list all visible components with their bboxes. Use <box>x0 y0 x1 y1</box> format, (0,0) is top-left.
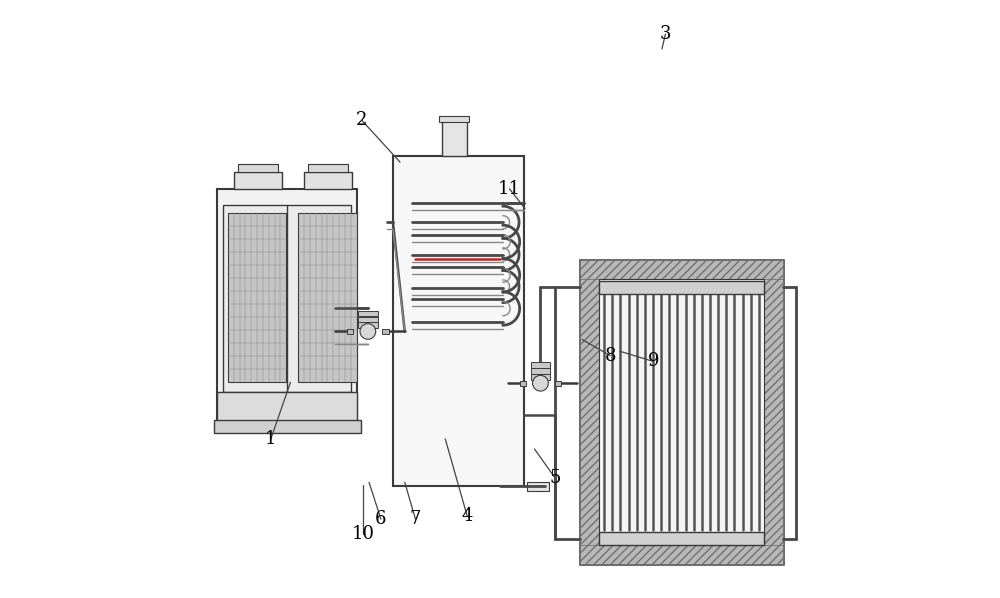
Bar <box>217 392 357 421</box>
Bar <box>580 279 599 545</box>
Text: 8: 8 <box>604 347 616 365</box>
Bar <box>304 172 352 189</box>
Text: 4: 4 <box>462 507 473 525</box>
Bar <box>347 329 353 334</box>
Bar <box>520 381 526 386</box>
Bar <box>442 120 467 156</box>
Bar <box>234 172 282 189</box>
Text: 9: 9 <box>648 352 659 371</box>
Text: 11: 11 <box>498 180 521 198</box>
Text: 5: 5 <box>549 469 560 487</box>
Bar <box>228 213 286 382</box>
Bar <box>527 482 549 491</box>
Bar <box>238 164 278 172</box>
Bar <box>599 281 764 294</box>
Text: 10: 10 <box>352 525 375 543</box>
Circle shape <box>360 324 376 339</box>
Bar <box>599 279 764 545</box>
Text: 6: 6 <box>375 510 387 528</box>
Bar <box>531 374 550 380</box>
Bar <box>308 164 348 172</box>
Bar <box>439 115 469 121</box>
Bar <box>214 420 361 433</box>
Bar <box>531 368 550 374</box>
Text: 1: 1 <box>265 430 277 448</box>
Bar <box>393 156 524 487</box>
Bar <box>580 260 783 279</box>
Bar <box>298 213 357 382</box>
Bar <box>358 322 378 328</box>
Bar <box>217 189 357 421</box>
Bar <box>580 545 783 564</box>
Text: 2: 2 <box>356 111 368 129</box>
Bar <box>599 532 764 545</box>
Bar <box>764 279 783 545</box>
Bar <box>580 260 783 564</box>
Bar <box>555 381 561 386</box>
Bar <box>358 310 378 316</box>
Bar <box>358 316 378 322</box>
Bar <box>223 205 351 392</box>
Bar <box>382 329 389 334</box>
Text: 3: 3 <box>660 25 671 43</box>
Text: 7: 7 <box>410 510 421 528</box>
Circle shape <box>533 376 548 391</box>
Bar <box>531 362 550 368</box>
